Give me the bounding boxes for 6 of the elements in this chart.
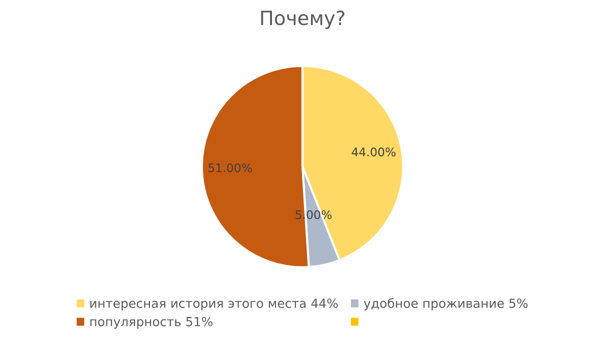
data-label: 44.00% [352,148,396,156]
legend-label: удобное проживание 5% [364,298,528,310]
chart-title: Почему? [261,10,344,30]
data-label: 51.00% [208,163,252,172]
legend-label: интересная история этого места 44% [90,298,338,310]
legend-label: популярность 51% [90,316,212,329]
